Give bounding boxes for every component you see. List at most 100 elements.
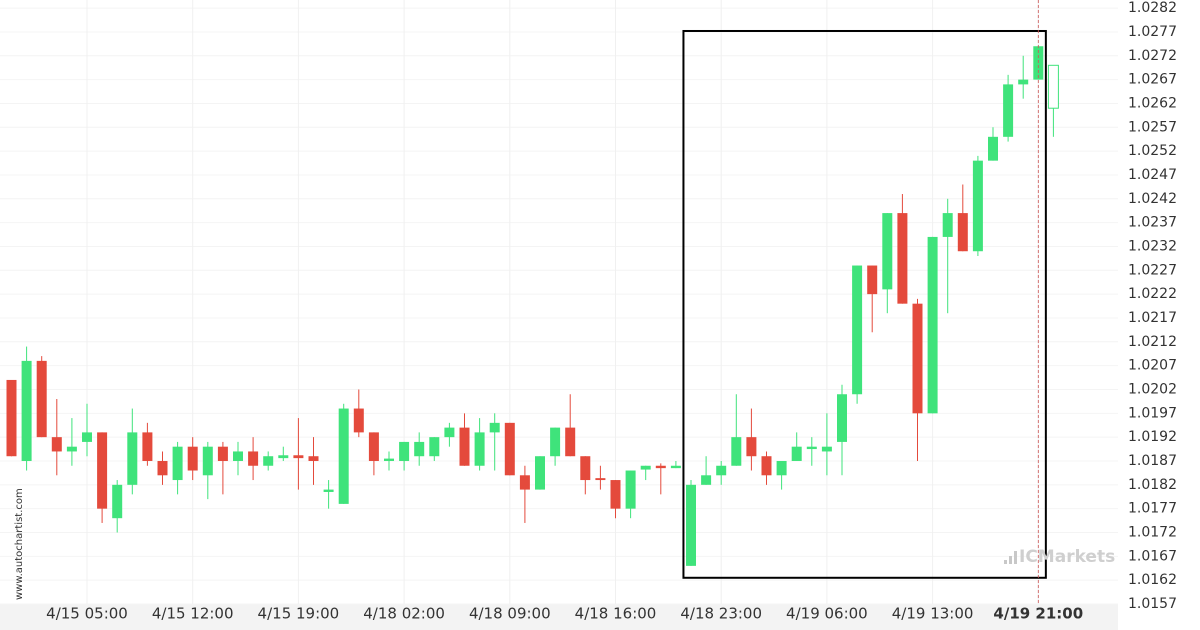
candle-body [1018, 79, 1029, 85]
candle-body [882, 213, 893, 290]
y-tick-label: 1.0217 [1128, 310, 1177, 326]
x-tick-label: 4/15 05:00 [46, 605, 128, 623]
candle-body [535, 456, 545, 490]
candle-body [459, 427, 470, 466]
candle-body [51, 437, 62, 452]
candle-body [716, 465, 727, 476]
x-tick-label: 4/19 06:00 [786, 605, 868, 623]
candle-body [957, 213, 968, 252]
candle-body [414, 441, 425, 457]
candle-body [821, 446, 832, 452]
x-tick-label: 4/18 02:00 [363, 605, 445, 623]
y-tick-label: 1.0237 [1128, 215, 1177, 231]
candle-body [640, 465, 651, 470]
y-tick-label: 1.0207 [1128, 358, 1177, 374]
candle-body [565, 427, 576, 457]
candle-body [399, 441, 410, 461]
y-tick-label: 1.0202 [1128, 381, 1177, 397]
y-tick-label: 1.0192 [1128, 429, 1177, 445]
candle-body [852, 265, 863, 395]
y-tick-label: 1.0227 [1128, 262, 1177, 278]
candle-body [761, 456, 772, 476]
candle-body [308, 456, 319, 461]
candle-body [912, 303, 923, 414]
x-tick-label: 4/18 16:00 [575, 605, 657, 623]
candle-body [323, 489, 334, 492]
logo-icon [1014, 551, 1017, 564]
candle-body [263, 456, 274, 466]
candle-body [1003, 84, 1014, 137]
y-tick-label: 1.0172 [1128, 524, 1177, 540]
candle-body [701, 475, 712, 485]
logo-icon [1009, 556, 1012, 564]
candle-body [519, 475, 530, 490]
candle-body [489, 422, 500, 433]
candle-body [550, 427, 561, 457]
candle-body [942, 213, 953, 237]
y-tick-label: 1.0272 [1128, 48, 1177, 64]
x-tick-label: 4/15 19:00 [258, 605, 340, 623]
candle-body [6, 379, 17, 457]
candle-body [595, 478, 606, 481]
candle-body [474, 432, 485, 466]
candle-body [988, 136, 998, 161]
y-tick-label: 1.0182 [1128, 477, 1177, 493]
y-tick-label: 1.0252 [1128, 143, 1177, 159]
candle-body [248, 451, 259, 466]
candle-body [429, 437, 440, 457]
candle-body [202, 446, 213, 476]
candle-body [21, 360, 32, 461]
candle-body [157, 460, 168, 476]
y-tick-label: 1.0222 [1128, 286, 1177, 302]
candle-body [897, 213, 908, 304]
candle-body [36, 360, 47, 438]
x-tick-label: 4/19 13:00 [892, 605, 974, 623]
candle-body [384, 458, 394, 461]
y-tick-label: 1.0177 [1128, 501, 1177, 517]
candle-body [791, 446, 802, 461]
candle-body [127, 432, 138, 485]
candle-body [972, 160, 983, 252]
candle-body [776, 460, 787, 476]
candle-body [655, 465, 666, 469]
y-tick-label: 1.0157 [1128, 596, 1177, 612]
candle-body [278, 455, 289, 459]
candle-body [444, 427, 455, 438]
y-tick-label: 1.0262 [1128, 95, 1177, 111]
candle-body [1047, 64, 1059, 109]
candle-body [610, 480, 621, 509]
candle-body [66, 446, 77, 452]
candle-body [927, 236, 938, 414]
y-tick-label: 1.0242 [1128, 191, 1177, 207]
candle-body [731, 437, 742, 466]
y-tick-label: 1.0162 [1128, 572, 1177, 588]
candle-body [670, 465, 681, 469]
y-tick-label: 1.0187 [1128, 453, 1177, 469]
y-tick-label: 1.0257 [1128, 119, 1177, 135]
y-tick-label: 1.0232 [1128, 238, 1177, 254]
watermark: www.autochartist.com [14, 488, 25, 600]
y-tick-label: 1.0247 [1128, 167, 1177, 183]
y-tick-label: 1.0277 [1128, 24, 1177, 40]
candle-body [625, 470, 636, 509]
candle-body [353, 408, 364, 433]
candle-body [504, 422, 515, 476]
y-tick-label: 1.0197 [1128, 405, 1177, 421]
y-tick-label: 1.0282 [1128, 0, 1177, 16]
candle-body [217, 446, 228, 461]
candle-body [580, 456, 591, 481]
candle-body [82, 432, 92, 442]
y-tick-label: 1.0212 [1128, 334, 1177, 350]
candle-body [97, 432, 108, 509]
x-axis-band [0, 604, 1118, 630]
x-tick-label: 4/18 09:00 [469, 605, 551, 623]
x-tick-label: 4/19 21:00 [993, 605, 1083, 623]
candle-body [837, 394, 847, 442]
logo-icon [1004, 560, 1007, 564]
candle-body [233, 451, 243, 461]
candle-body [293, 455, 304, 459]
candle-body [686, 484, 696, 566]
pattern-box [682, 29, 1047, 579]
candle-body [112, 484, 123, 519]
